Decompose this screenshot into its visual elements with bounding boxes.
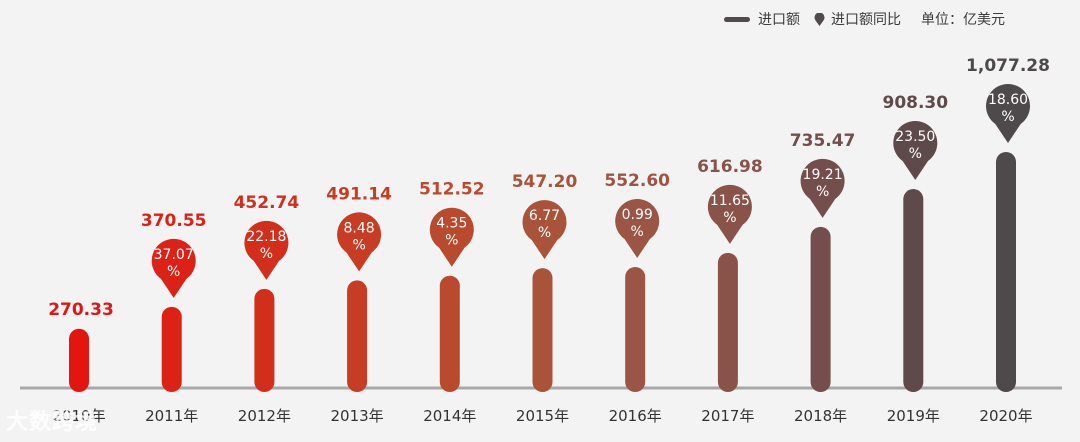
x-tick-label: 2017年 <box>701 407 754 425</box>
bar-value-label: 908.30 <box>882 93 948 113</box>
legend: 进口额 进口额同比 单位：亿美元 <box>724 8 1005 30</box>
yoy-pin <box>986 84 1030 143</box>
yoy-unit-label: % <box>167 264 180 280</box>
x-tick-label: 2019年 <box>887 407 940 425</box>
yoy-unit-label: % <box>538 225 551 241</box>
bar <box>254 288 275 392</box>
bar <box>347 280 368 392</box>
yoy-value-label: 4.35 <box>436 216 467 232</box>
bar <box>903 189 924 392</box>
bar-value-label: 616.98 <box>697 157 763 177</box>
yoy-pin <box>800 158 845 218</box>
yoy-unit-label: % <box>909 146 922 162</box>
x-tick-label: 2010年 <box>52 407 105 425</box>
yoy-value-label: 37.07 <box>154 247 194 263</box>
legend-pin-label: 进口额同比 <box>831 12 901 28</box>
legend-bar-label: 进口额 <box>758 12 800 28</box>
bar <box>532 268 553 392</box>
yoy-pin <box>151 238 196 298</box>
bar <box>439 275 460 392</box>
yoy-pin <box>893 121 938 181</box>
yoy-unit-label: % <box>1001 109 1014 125</box>
bar <box>625 266 646 392</box>
x-tick-label: 2016年 <box>609 407 662 425</box>
watermark: 大数跨境 <box>6 410 99 435</box>
legend-bar-swatch <box>724 16 750 22</box>
yoy-pin <box>429 207 474 267</box>
bar-value-label: 512.52 <box>419 180 485 200</box>
bar-value-label: 370.55 <box>141 211 207 231</box>
x-tick-label: 2014年 <box>423 407 476 425</box>
yoy-value-label: 18.60 <box>988 92 1028 108</box>
bar <box>996 152 1016 392</box>
yoy-value-label: 19.21 <box>803 167 843 183</box>
yoy-value-label: 23.50 <box>895 129 935 145</box>
yoy-pin <box>337 212 382 272</box>
yoy-unit-label: % <box>352 237 365 253</box>
x-tick-label: 2013年 <box>331 407 384 425</box>
bar <box>69 328 89 392</box>
yoy-unit-label: % <box>631 224 644 240</box>
x-tick-label: 2015年 <box>516 407 569 425</box>
bar <box>161 306 182 392</box>
bar-value-label: 491.14 <box>326 184 392 204</box>
legend-pin-icon <box>814 12 825 26</box>
yoy-pin <box>707 184 752 244</box>
x-tick-label: 2012年 <box>238 407 291 425</box>
yoy-value-label: 11.65 <box>710 193 750 209</box>
legend-unit: 单位：亿美元 <box>921 12 1005 28</box>
x-tick-label: 2020年 <box>979 407 1032 425</box>
bar-value-label: 735.47 <box>790 131 856 151</box>
bar <box>717 252 738 392</box>
x-tick-label: 2011年 <box>145 407 198 425</box>
yoy-pin <box>244 220 289 280</box>
yoy-value-label: 8.48 <box>344 220 375 236</box>
yoy-pin <box>615 198 660 258</box>
yoy-unit-label: % <box>816 184 829 200</box>
yoy-value-label: 0.99 <box>622 207 653 223</box>
x-tick-label: 2018年 <box>794 407 847 425</box>
yoy-unit-label: % <box>260 246 273 262</box>
yoy-unit-label: % <box>723 210 736 226</box>
bar-value-label: 547.20 <box>512 172 578 192</box>
bar-value-label: 552.60 <box>604 171 670 191</box>
bar-value-label: 270.33 <box>48 300 114 320</box>
yoy-pin <box>522 200 567 260</box>
bar <box>810 226 831 392</box>
bar-value-label: 452.74 <box>234 193 300 213</box>
yoy-value-label: 22.18 <box>246 229 286 245</box>
bar-value-label: 1,077.28 <box>966 56 1050 76</box>
yoy-unit-label: % <box>445 233 458 249</box>
yoy-value-label: 6.77 <box>529 208 560 224</box>
